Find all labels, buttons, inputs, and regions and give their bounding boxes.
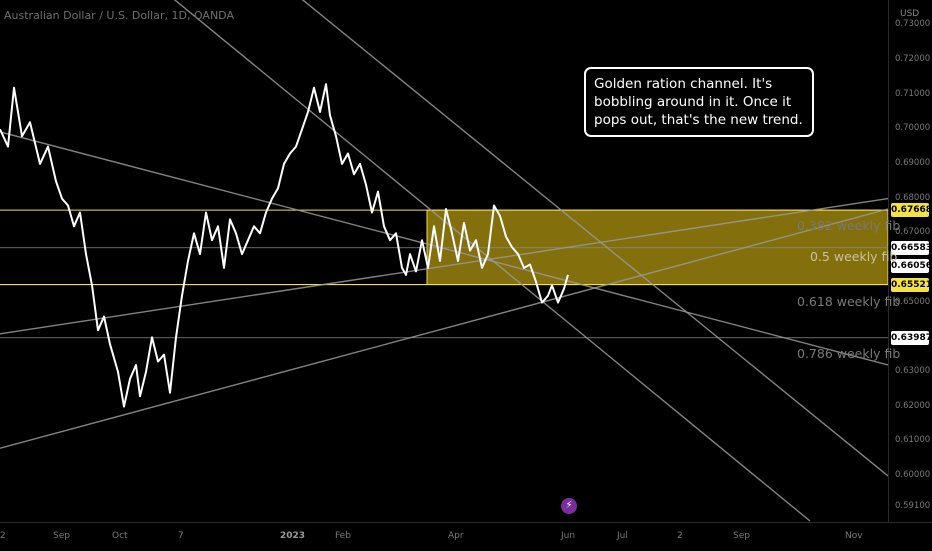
price-tick-label: 0.70000 [895, 123, 931, 134]
time-label: Feb [335, 531, 351, 541]
price-tick-label: 0.67000 [895, 227, 931, 238]
price-badge: 0.66583 [891, 240, 932, 255]
price-tick-label: 0.61000 [895, 435, 931, 446]
price-badge: 0.63987 [891, 330, 932, 345]
trendline[interactable] [0, 208, 888, 449]
price-tick-label: 0.69000 [895, 157, 931, 168]
price-tick-label: 0.71000 [895, 88, 931, 99]
price-tick-label: 0.73000 [895, 19, 931, 30]
price-tick-label: 0.65000 [895, 296, 931, 307]
time-label: 2 [0, 531, 6, 541]
price-chart[interactable] [0, 0, 888, 522]
time-label: Nov [845, 531, 863, 541]
time-label: 2023 [280, 531, 306, 541]
lightning-icon[interactable]: ⚡ [561, 498, 577, 514]
time-label: Jul [617, 531, 628, 541]
price-tick-label: 0.63000 [895, 365, 931, 376]
symbol-title: Australian Dollar / U.S. Dollar, 1D, OAN… [4, 9, 234, 22]
time-label: 7 [178, 531, 184, 541]
fib-label: 0.786 weekly fib [797, 345, 901, 361]
price-tick-label: 0.68000 [895, 192, 931, 203]
time-label: 2 [677, 531, 683, 541]
price-badge: 0.67668 [891, 203, 932, 218]
price-badge: 0.66056 [891, 258, 932, 273]
price-tick-label: 0.62000 [895, 400, 931, 411]
annotation-callout[interactable]: Golden ration channel. It's bobbling aro… [584, 67, 814, 137]
time-label: Sep [53, 531, 70, 541]
price-badge: 0.65521 [891, 277, 932, 292]
price-tick-label: 0.60000 [895, 469, 931, 480]
trendline[interactable] [155, 0, 811, 522]
trendline[interactable] [0, 129, 888, 366]
price-line[interactable] [0, 83, 569, 408]
trendline[interactable] [0, 197, 888, 335]
time-label: Sep [733, 531, 750, 541]
time-axis[interactable]: 2 Sep Oct 7 2023 Feb Apr Jun Jul 2 Sep Nov [0, 522, 932, 551]
fib-label: 0.618 weekly fib [797, 293, 901, 309]
fib-label: 0.5 weekly fib [810, 249, 898, 265]
time-label: Jun [561, 531, 576, 541]
fib-label: 0.382 weekly fib [797, 218, 901, 234]
price-tick-label: 0.72000 [895, 53, 931, 64]
currency-label: USD [900, 9, 920, 19]
time-label: Oct [112, 531, 128, 541]
time-label: Apr [448, 531, 464, 541]
price-tick-label: 0.59100 [895, 501, 931, 512]
trendline[interactable] [270, 0, 888, 477]
